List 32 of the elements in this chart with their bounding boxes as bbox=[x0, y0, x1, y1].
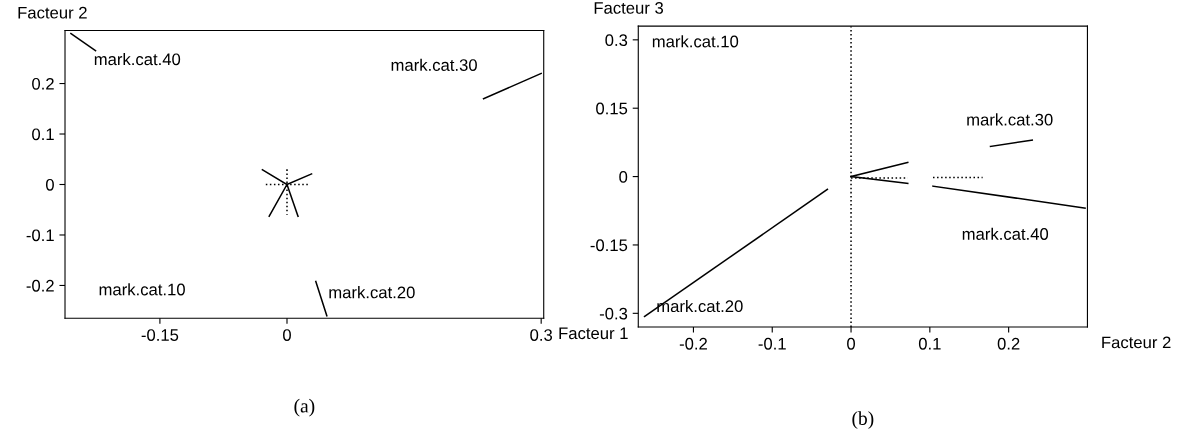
x-tick-label: 0.3 bbox=[530, 329, 553, 341]
y-tick-label: 0.2 bbox=[32, 77, 54, 90]
y-axis-title: Facteur 2 bbox=[18, 6, 87, 19]
x-axis-title: Facteur 2 bbox=[1102, 336, 1171, 349]
text: (b) bbox=[852, 411, 874, 429]
y-tick-label: 0 bbox=[619, 170, 628, 183]
x-tick-label: -0.2 bbox=[679, 337, 707, 350]
annotation: mark.cat.30 bbox=[967, 113, 1053, 126]
annotation: mark.cat.40 bbox=[94, 52, 181, 66]
y-tick-label: -0.3 bbox=[599, 307, 628, 320]
annotation: mark.cat.10 bbox=[652, 35, 739, 48]
y-tick-label: 0.15 bbox=[596, 102, 628, 115]
y-tick-label: -0.2 bbox=[26, 279, 54, 292]
annotation: mark.cat.20 bbox=[329, 286, 415, 299]
y-axis-title: Facteur 3 bbox=[594, 2, 664, 14]
annotation: mark.cat.40 bbox=[962, 227, 1049, 240]
x-tick-label: -0.1 bbox=[758, 337, 786, 350]
text: (a) bbox=[294, 398, 315, 417]
y-tick-label: -0.1 bbox=[26, 229, 54, 242]
x-axis-title: Facteur 1 bbox=[559, 327, 628, 340]
y-tick-label: 0 bbox=[45, 178, 54, 191]
y-tick-label: 0.3 bbox=[605, 34, 628, 47]
annotation: mark.cat.30 bbox=[391, 58, 477, 71]
x-tick-label: 0 bbox=[847, 337, 856, 350]
y-tick-label: 0.1 bbox=[32, 128, 54, 141]
y-tick-label: -0.15 bbox=[590, 239, 628, 252]
x-tick-label: 0 bbox=[283, 329, 291, 341]
annotation: mark.cat.10 bbox=[99, 283, 185, 296]
annotation: mark.cat.20 bbox=[657, 299, 743, 313]
x-tick-label: -0.15 bbox=[141, 329, 179, 341]
x-tick-label: 0.1 bbox=[918, 337, 941, 350]
x-tick-label: 0.2 bbox=[997, 337, 1020, 350]
